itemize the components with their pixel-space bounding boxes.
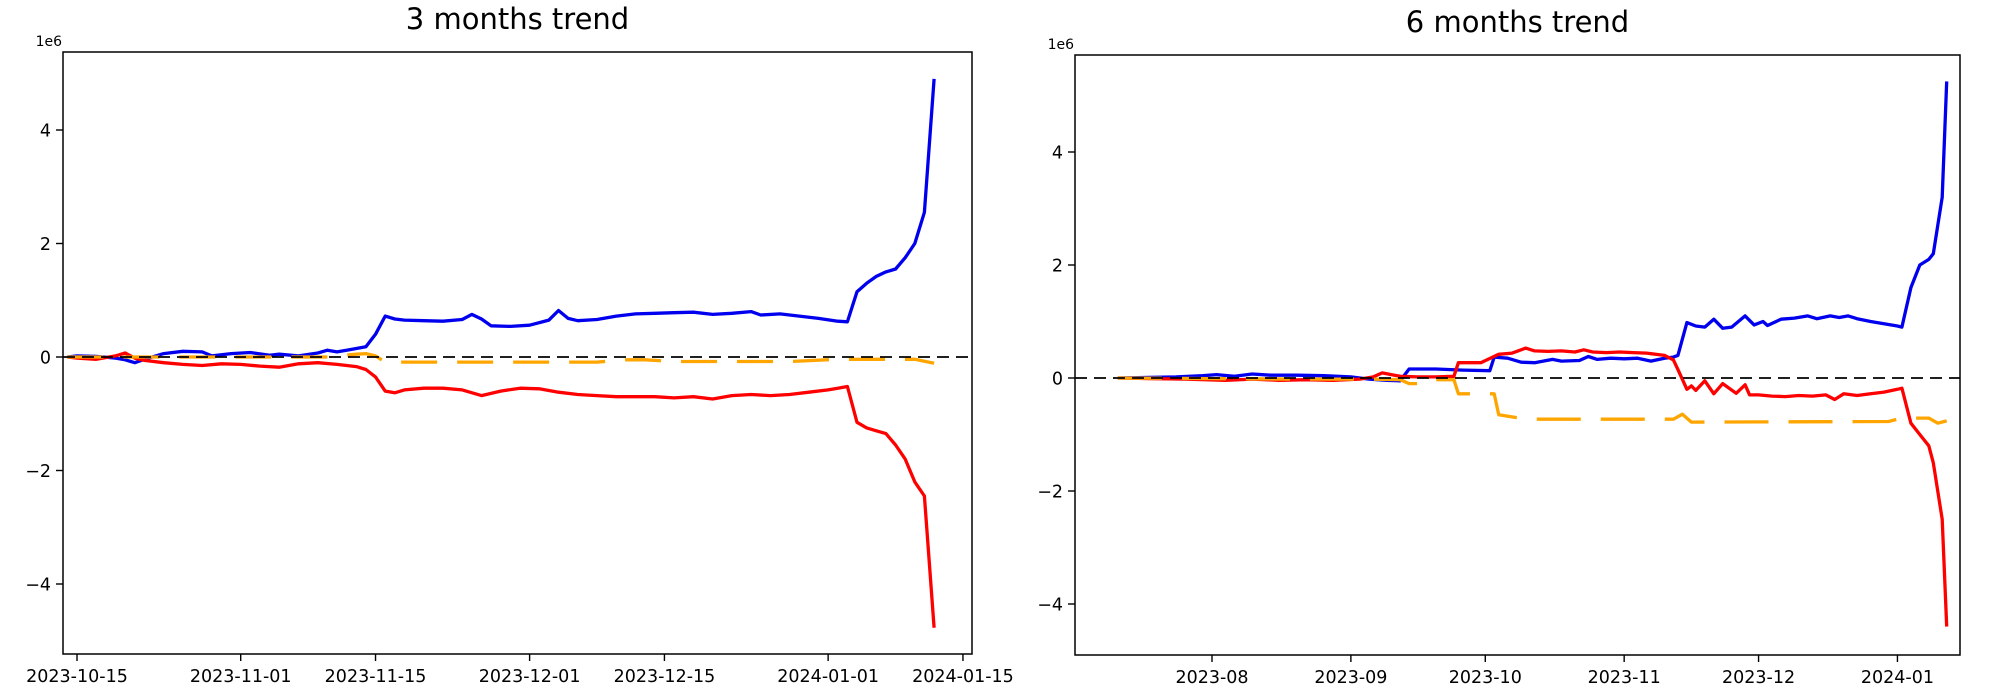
series-blue-line bbox=[67, 78, 936, 365]
axis-offset-label: 1e6 bbox=[36, 34, 63, 50]
series-orange-dashed-line bbox=[1117, 376, 1948, 425]
chart-title-6-months-trend: 6 months trend bbox=[1405, 5, 1630, 39]
plot-border bbox=[1074, 54, 1961, 656]
x-tick-label: 2023-12 bbox=[1722, 668, 1795, 688]
chart-1: 4 2 0 −2 −4 2023-08 2023-09 2023-10 2023-11 2023-… bbox=[1037, 37, 1961, 688]
y-tick-label: −4 bbox=[25, 576, 51, 596]
plot-border bbox=[62, 51, 973, 655]
x-tick-label: 2023-11-01 bbox=[190, 667, 292, 687]
x-tick-label: 2024-01-01 bbox=[777, 667, 879, 687]
x-tick-label: 2023-09 bbox=[1314, 668, 1387, 688]
x-tick-label: 2024-01-15 bbox=[912, 667, 1014, 687]
x-tick-label: 2023-10 bbox=[1449, 668, 1522, 688]
axis-offset-label: 1e6 bbox=[1048, 37, 1075, 53]
series-red-line bbox=[1117, 346, 1949, 627]
x-tick-label: 2023-08 bbox=[1175, 668, 1248, 688]
x-tick-label: 2023-10-15 bbox=[26, 667, 128, 687]
series-blue-line bbox=[1117, 81, 1949, 383]
x-tick-label: 2023-12-15 bbox=[614, 667, 716, 687]
y-tick-label: 4 bbox=[40, 122, 51, 142]
series-orange-dashed-line bbox=[67, 351, 935, 365]
chart-0: 4 2 0 −2 −4 2023-10-15 2023-11-01 2023-11-15 202… bbox=[25, 34, 1014, 687]
x-tick-label: 2023-11 bbox=[1588, 668, 1661, 688]
y-tick-label: −2 bbox=[25, 462, 51, 482]
x-tick-label: 2024-01 bbox=[1861, 668, 1934, 688]
y-tick-label: 0 bbox=[40, 349, 51, 369]
y-tick-label: 2 bbox=[1052, 257, 1063, 277]
y-tick-label: 4 bbox=[1052, 144, 1063, 164]
x-tick-label: 2023-12-01 bbox=[479, 667, 581, 687]
x-tick-label: 2023-11-15 bbox=[325, 667, 427, 687]
series-red-line bbox=[67, 351, 936, 628]
y-tick-label: 2 bbox=[40, 235, 51, 255]
y-tick-label: 0 bbox=[1052, 370, 1063, 390]
y-tick-label: −4 bbox=[1037, 596, 1063, 616]
y-tick-label: −2 bbox=[1037, 483, 1063, 503]
chart-title-3-months-trend: 3 months trend bbox=[405, 2, 630, 36]
